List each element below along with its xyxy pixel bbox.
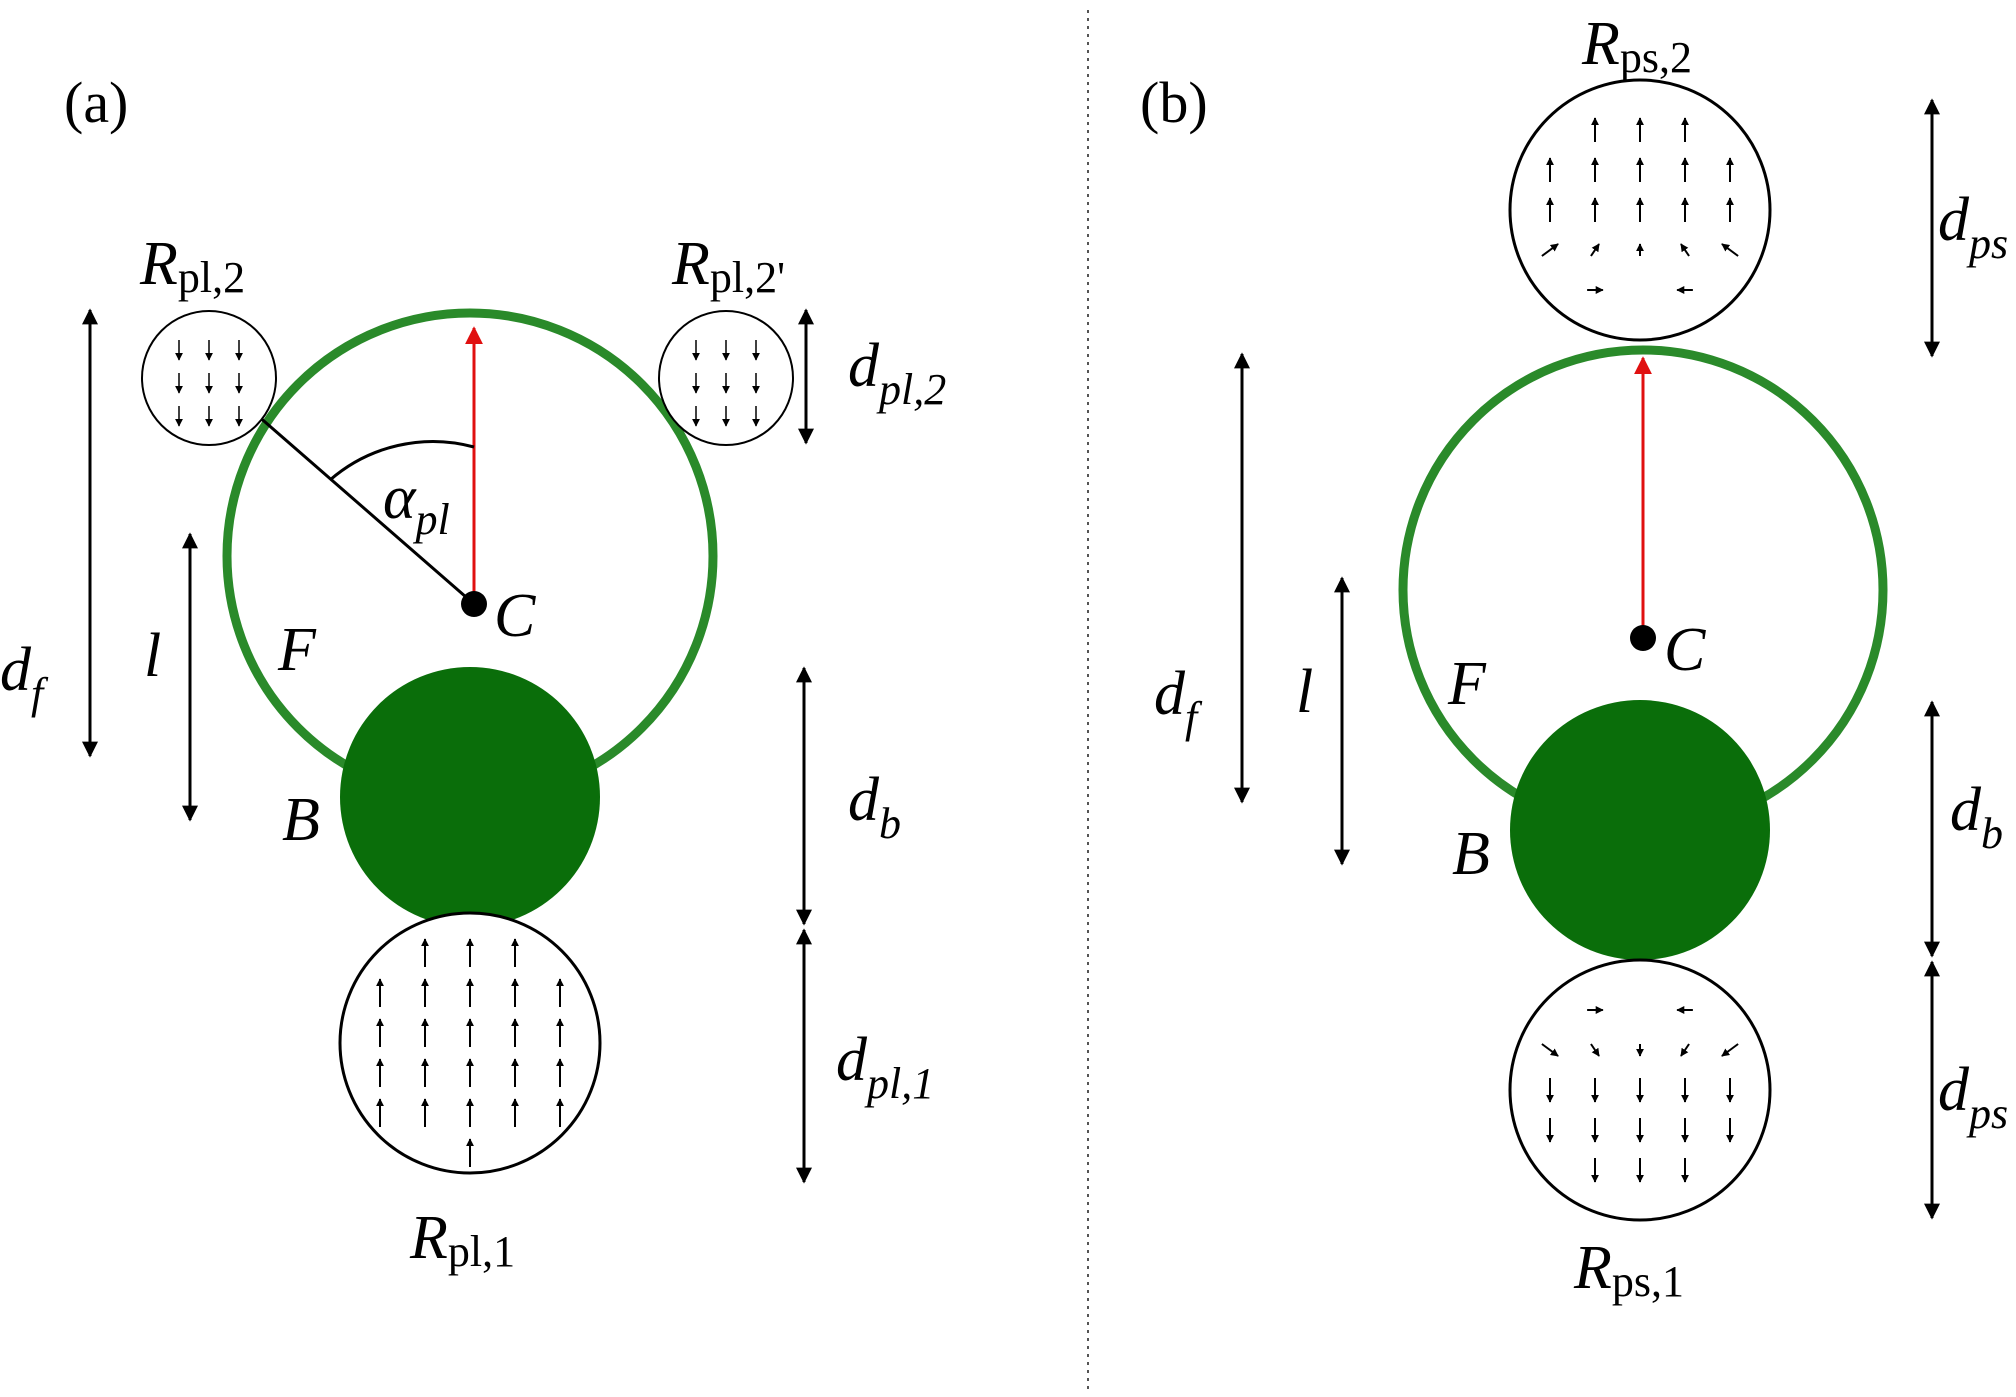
field-arrow xyxy=(1541,243,1559,257)
field-arrow xyxy=(1590,243,1600,257)
panel-b-label: (b) xyxy=(1140,70,1208,135)
panel-a-receptor-1-field xyxy=(376,938,564,1167)
panel-b-dps-top-label: dps xyxy=(1938,186,2008,268)
panel-b-center-dot xyxy=(1630,625,1656,651)
field-arrow xyxy=(1541,1043,1559,1057)
panel-b-center-label: C xyxy=(1664,616,1706,684)
panel-b-receptor-1-field xyxy=(1541,1006,1739,1183)
panel-a-label: (a) xyxy=(64,70,128,135)
panel-a-dpl2-label: dpl,2 xyxy=(848,332,946,414)
panel-a-angle-label: αpl xyxy=(383,464,450,544)
panel-a-center-label: C xyxy=(494,582,536,650)
panel-b-filament-label: F xyxy=(1447,650,1487,718)
panel-a-filament-label: F xyxy=(277,616,317,684)
field-arrow xyxy=(1590,1043,1600,1057)
panel-a-l-label: l xyxy=(144,622,161,690)
panel-a-df-label: df xyxy=(0,636,49,718)
panel-b-dps-bot-label: dps xyxy=(1938,1056,2008,1138)
panel-a-receptor-2-field xyxy=(175,340,243,427)
panel-a-body-disc xyxy=(340,667,600,927)
panel-a-receptor-1-label: Rpl,1 xyxy=(409,1204,515,1276)
panel-a-db-label: db xyxy=(848,766,901,848)
panel-a-dpl1-label: dpl,1 xyxy=(836,1026,934,1108)
panel-a-center-dot xyxy=(461,591,487,617)
panel-a-angle-arc xyxy=(329,440,475,482)
panel-a: (a) C F B αpl df l dpl,2 db d xyxy=(0,70,946,1276)
field-arrow xyxy=(1721,243,1739,257)
panel-a-receptor-2prime-field xyxy=(692,340,760,427)
panel-b-body-disc xyxy=(1510,700,1770,960)
panel-b: (b) C F B df l dps db dps Rps,2 Rps,1 xyxy=(1140,10,2008,1306)
field-arrow xyxy=(1721,1043,1739,1057)
field-arrow xyxy=(1680,1043,1690,1057)
panel-a-receptor-2prime-label: Rpl,2' xyxy=(671,230,785,302)
panel-a-body-label: B xyxy=(282,786,320,854)
panel-b-df-label: df xyxy=(1154,660,1203,742)
panel-b-db-label: db xyxy=(1950,776,2003,858)
panel-b-receptor-1-label: Rps,1 xyxy=(1573,1234,1684,1306)
panel-a-receptor-2-label: Rpl,2 xyxy=(139,230,245,302)
panel-b-l-label: l xyxy=(1296,658,1313,726)
panel-b-receptor-2-label: Rps,2 xyxy=(1581,10,1692,82)
field-arrow xyxy=(1680,243,1690,257)
panel-b-body-label: B xyxy=(1452,820,1490,888)
panel-b-receptor-2-field xyxy=(1541,117,1739,294)
